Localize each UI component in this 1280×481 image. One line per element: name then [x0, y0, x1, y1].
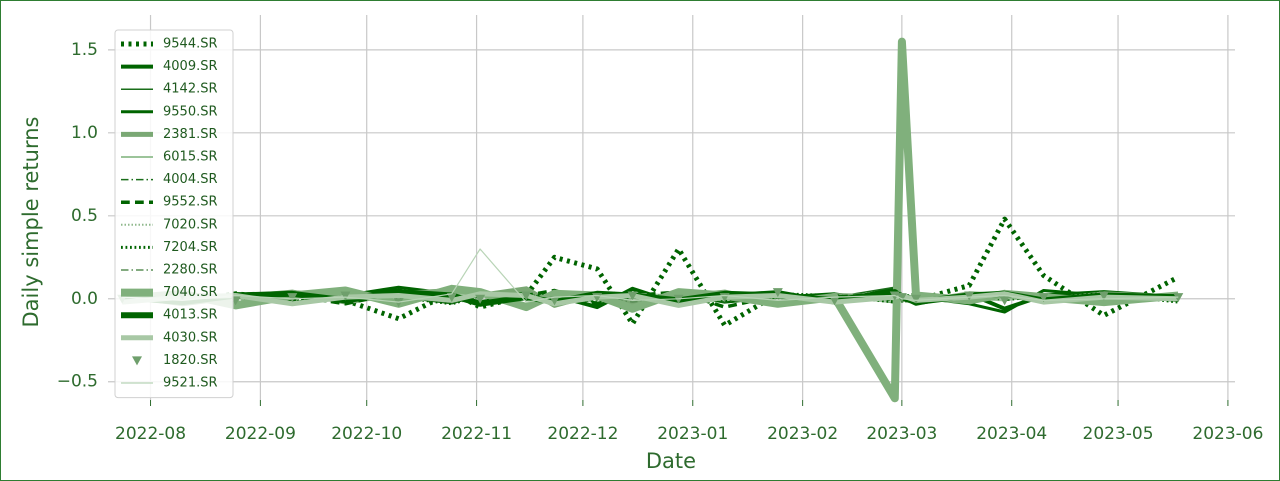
legend-label: 4004.SR: [163, 172, 218, 187]
legend-label: 7040.SR: [163, 285, 218, 300]
x-tick-label: 2022-11: [441, 424, 512, 444]
series-marker: [521, 291, 532, 301]
legend-label: 1820.SR: [163, 353, 218, 368]
series-marker: [1038, 293, 1049, 303]
series-line: [122, 248, 1179, 303]
series-marker: [287, 293, 298, 303]
series-marker: [475, 294, 486, 304]
legend-label: 9550.SR: [163, 104, 218, 119]
x-tick-label: 2022-09: [225, 424, 296, 444]
legend-label: 6015.SR: [163, 150, 218, 165]
x-tick-label: 2022-08: [115, 424, 186, 444]
x-tick-label: 2023-03: [866, 424, 937, 444]
legend-swatch: [132, 356, 142, 366]
series-marker: [1098, 291, 1109, 301]
x-tick-label: 2022-12: [547, 424, 618, 444]
legend-label: 2381.SR: [163, 127, 218, 142]
legend: 9544.SR 4009.SR 4142.SR 9550.SR 2381.SR 6015.…: [114, 29, 234, 399]
x-tick-label: 2023-01: [657, 424, 728, 444]
legend-label: 4013.SR: [163, 308, 218, 323]
legend-label: 4030.SR: [163, 330, 218, 345]
legend-label: 9552.SR: [163, 195, 218, 210]
legend-label: 7204.SR: [163, 240, 218, 255]
series-marker: [340, 291, 351, 301]
y-axis-label: Daily simple returns: [19, 117, 43, 328]
legend-label: 4142.SR: [163, 82, 218, 97]
y-tick-label: 0.0: [71, 289, 98, 309]
legend-label: 4009.SR: [163, 59, 218, 74]
series-marker: [446, 293, 457, 303]
series-marker: [772, 288, 783, 298]
legend-label: 9544.SR: [163, 37, 218, 52]
legend-box: [114, 29, 234, 399]
x-tick-label: 2023-06: [1192, 424, 1263, 444]
y-tick-label: −0.5: [57, 372, 98, 392]
y-tick-label: 0.5: [71, 206, 98, 226]
legend-label: 9521.SR: [163, 376, 218, 391]
series-marker: [999, 296, 1010, 306]
series-marker: [911, 294, 922, 304]
y-tick-label: 1.0: [71, 123, 98, 143]
series-marker: [627, 291, 638, 301]
y-tick-label: 1.5: [71, 40, 98, 60]
x-axis-label: Date: [646, 449, 696, 473]
x-tick-label: 2023-05: [1083, 424, 1154, 444]
legend-label: 2280.SR: [163, 263, 218, 278]
x-tick-label: 2022-10: [331, 424, 402, 444]
x-tick-label: 2023-04: [976, 424, 1047, 444]
series-marker: [964, 291, 975, 301]
series-marker: [896, 293, 907, 303]
series-marker: [549, 296, 560, 306]
series-marker: [829, 296, 840, 306]
x-tick-label: 2023-02: [767, 424, 838, 444]
legend-label: 7020.SR: [163, 217, 218, 232]
